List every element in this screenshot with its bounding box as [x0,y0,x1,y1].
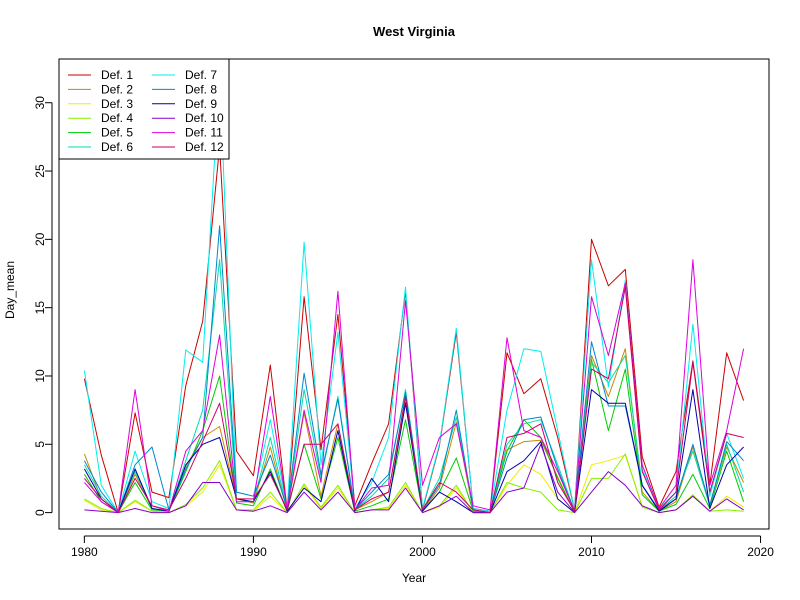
y-tick-label: 10 [33,369,47,383]
legend-label: Def. 9 [185,97,217,111]
legend-box [58,58,230,160]
x-tick-label: 2010 [578,545,605,559]
series-line-def-9 [83,389,744,514]
plot-frame [58,58,770,530]
legend-label: Def. 2 [101,82,133,96]
y-tick-label: 5 [33,441,47,448]
x-axis-label: Year [402,571,426,585]
series-line-def-4 [84,453,744,514]
x-axis: 1980 1990 2000 2010 2020 [71,535,774,559]
x-tick-label: 1990 [240,545,267,559]
y-tick-label: 15 [33,301,47,315]
series-line-def-5 [83,359,745,514]
series-layer [83,72,745,514]
y-tick-label: 0 [33,509,47,516]
legend-label: Def. 6 [101,140,133,154]
legend-label: Def. 1 [101,68,133,82]
y-tick-label: 30 [33,96,47,110]
legend-label: Def. 7 [185,68,217,82]
y-tick-label: 25 [33,164,47,178]
legend-label: Def. 12 [185,140,224,154]
y-axis: 0 5 10 15 20 25 30 [33,96,53,516]
series-line-def-12 [84,286,744,514]
legend-label: Def. 4 [101,111,133,125]
x-tick-label: 2020 [747,545,774,559]
y-tick-label: 20 [33,232,47,246]
legend-label: Def. 5 [101,126,133,140]
y-axis-label: Day_mean [3,261,17,319]
series-line-def-10 [84,443,744,514]
legend-label: Def. 10 [185,111,224,125]
legend-label: Def. 3 [101,97,133,111]
x-tick-label: 2000 [409,545,436,559]
legend-label: Def. 8 [185,82,217,96]
chart-title: West Virginia [373,24,456,39]
legend-label: Def. 11 [185,126,223,140]
x-tick-label: 1980 [71,545,98,559]
plot-area [58,58,770,530]
